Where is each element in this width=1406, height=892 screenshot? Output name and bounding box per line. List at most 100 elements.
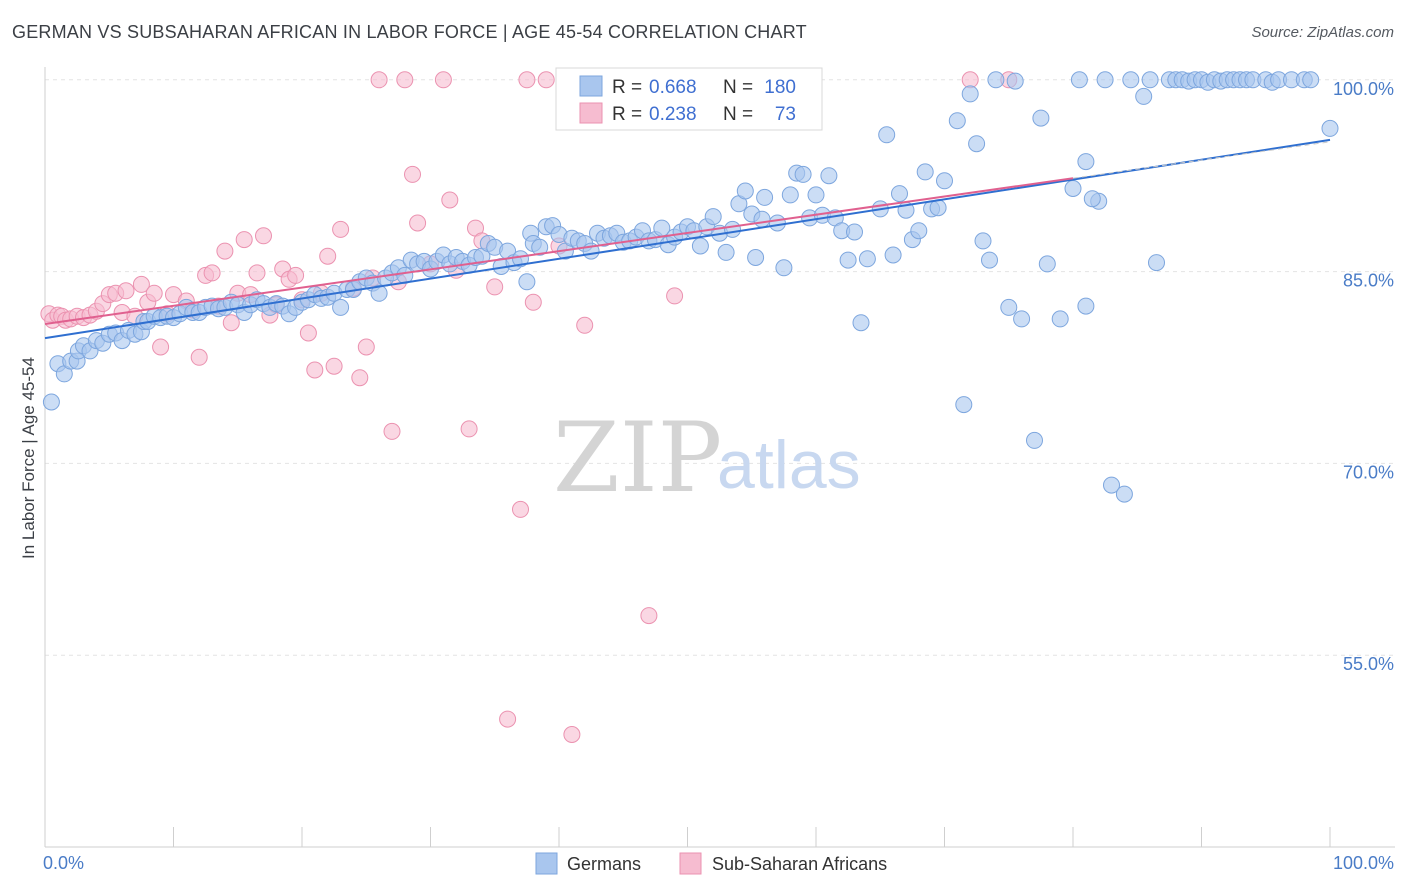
subsaharan-point bbox=[216, 242, 234, 260]
source-credit: Source: ZipAtlas.com bbox=[1251, 24, 1394, 41]
german-point bbox=[518, 273, 536, 291]
subsaharan-point bbox=[396, 71, 414, 89]
subsaharan-point bbox=[370, 71, 388, 89]
german-point bbox=[42, 393, 60, 411]
subsaharan-point bbox=[332, 220, 350, 238]
subsaharan-point bbox=[486, 278, 504, 296]
german-point bbox=[1135, 87, 1153, 105]
german-point bbox=[1103, 476, 1120, 494]
subsaharan-point bbox=[132, 275, 150, 293]
subsaharan-point bbox=[306, 361, 324, 379]
subsaharan-trend-extension bbox=[1072, 141, 1331, 179]
subsaharan-point bbox=[524, 293, 542, 311]
stats-r-label-germans: R = bbox=[612, 77, 642, 98]
stats-n-value-germans: 180 bbox=[764, 77, 796, 98]
y-tick-label: 70.0% bbox=[1343, 462, 1394, 482]
subsaharan-point bbox=[248, 264, 266, 282]
german-point bbox=[858, 250, 876, 268]
german-point bbox=[1321, 119, 1339, 137]
german-point bbox=[1148, 254, 1165, 272]
subsaharan-point bbox=[117, 282, 135, 300]
german-point bbox=[1141, 71, 1159, 89]
y-axis-label: In Labor Force | Age 45-54 bbox=[19, 357, 38, 559]
chart-title: GERMAN VS SUBSAHARAN AFRICAN IN LABOR FO… bbox=[12, 22, 807, 42]
german-point bbox=[820, 167, 838, 185]
sub-saharan-points bbox=[40, 71, 1018, 743]
y-tick-label: 85.0% bbox=[1343, 271, 1394, 291]
german-point bbox=[948, 112, 966, 130]
x-tick-label-max: 100.0% bbox=[1333, 853, 1394, 873]
german-point bbox=[1000, 298, 1018, 316]
subsaharan-point bbox=[190, 348, 208, 366]
subsaharan-point bbox=[287, 266, 305, 284]
subsaharan-point bbox=[404, 165, 421, 183]
gridlines bbox=[45, 79, 1395, 656]
legend: Germans Sub-Saharan Africans bbox=[535, 852, 887, 875]
legend-label-subsaharan: Sub-Saharan Africans bbox=[712, 854, 887, 874]
german-point bbox=[1122, 71, 1140, 89]
subsaharan-point bbox=[434, 71, 452, 89]
subsaharan-point bbox=[640, 607, 658, 625]
german-point bbox=[1013, 310, 1031, 328]
subsaharan-point bbox=[351, 369, 369, 387]
german-point bbox=[1302, 71, 1320, 89]
german-point bbox=[1070, 71, 1088, 89]
subsaharan-point bbox=[563, 726, 581, 743]
german-point bbox=[1096, 71, 1114, 89]
subsaharan-point bbox=[325, 357, 343, 375]
subsaharan-point bbox=[319, 247, 337, 265]
german-point bbox=[370, 284, 388, 302]
german-point bbox=[717, 243, 735, 261]
german-trend-line bbox=[44, 138, 1331, 340]
german-point bbox=[936, 172, 953, 190]
subsaharan-point bbox=[255, 227, 272, 245]
y-tick-label: 55.0% bbox=[1343, 654, 1394, 674]
german-point bbox=[756, 188, 774, 206]
german-point bbox=[768, 214, 786, 232]
subsaharan-point bbox=[222, 314, 240, 332]
german-point bbox=[1051, 310, 1069, 328]
stats-swatch-germans bbox=[579, 75, 603, 97]
subsaharan-point bbox=[409, 214, 427, 232]
subsaharan-point bbox=[383, 422, 401, 440]
german-point bbox=[961, 85, 979, 103]
german-point bbox=[884, 246, 902, 264]
german-point bbox=[781, 186, 799, 204]
subsaharan-point bbox=[576, 316, 594, 334]
german-point bbox=[846, 223, 863, 241]
subsaharan-point bbox=[203, 264, 221, 282]
german-point bbox=[1077, 153, 1095, 171]
subsaharan-point bbox=[460, 420, 478, 438]
german-point bbox=[968, 135, 986, 153]
subsaharan-point bbox=[666, 287, 684, 305]
subsaharan-point bbox=[499, 710, 517, 728]
subsaharan-point bbox=[512, 500, 529, 518]
german-point bbox=[753, 210, 771, 228]
german-point bbox=[724, 220, 741, 238]
subsaharan-point bbox=[152, 338, 170, 356]
german-point bbox=[794, 165, 812, 183]
stats-r-label-subsaharan: R = bbox=[612, 104, 642, 125]
x-axis-ticks bbox=[44, 827, 1331, 847]
stats-n-label-subsaharan: N = bbox=[723, 104, 753, 125]
subsaharan-point bbox=[357, 338, 375, 356]
german-point bbox=[878, 126, 896, 144]
german-point bbox=[916, 163, 934, 181]
german-point bbox=[531, 238, 549, 256]
german-point bbox=[1077, 297, 1095, 315]
stats-n-value-subsaharan: 73 bbox=[775, 104, 796, 125]
subsaharan-point bbox=[537, 71, 555, 89]
german-point bbox=[852, 314, 870, 332]
stats-box: R = 0.668 N = 180 R = 0.238 N = 73 bbox=[555, 67, 823, 131]
subsaharan-point bbox=[518, 71, 536, 89]
y-tick-labels: 55.0% 70.0% 85.0% 100.0% bbox=[1333, 79, 1394, 674]
german-points bbox=[42, 71, 1339, 503]
german-point bbox=[775, 259, 793, 277]
german-point bbox=[981, 251, 998, 269]
german-point bbox=[807, 186, 825, 204]
stats-n-label-germans: N = bbox=[723, 77, 753, 98]
german-point bbox=[736, 182, 754, 200]
trend-lines bbox=[44, 138, 1331, 340]
german-point bbox=[1115, 485, 1133, 503]
german-point bbox=[332, 298, 350, 316]
